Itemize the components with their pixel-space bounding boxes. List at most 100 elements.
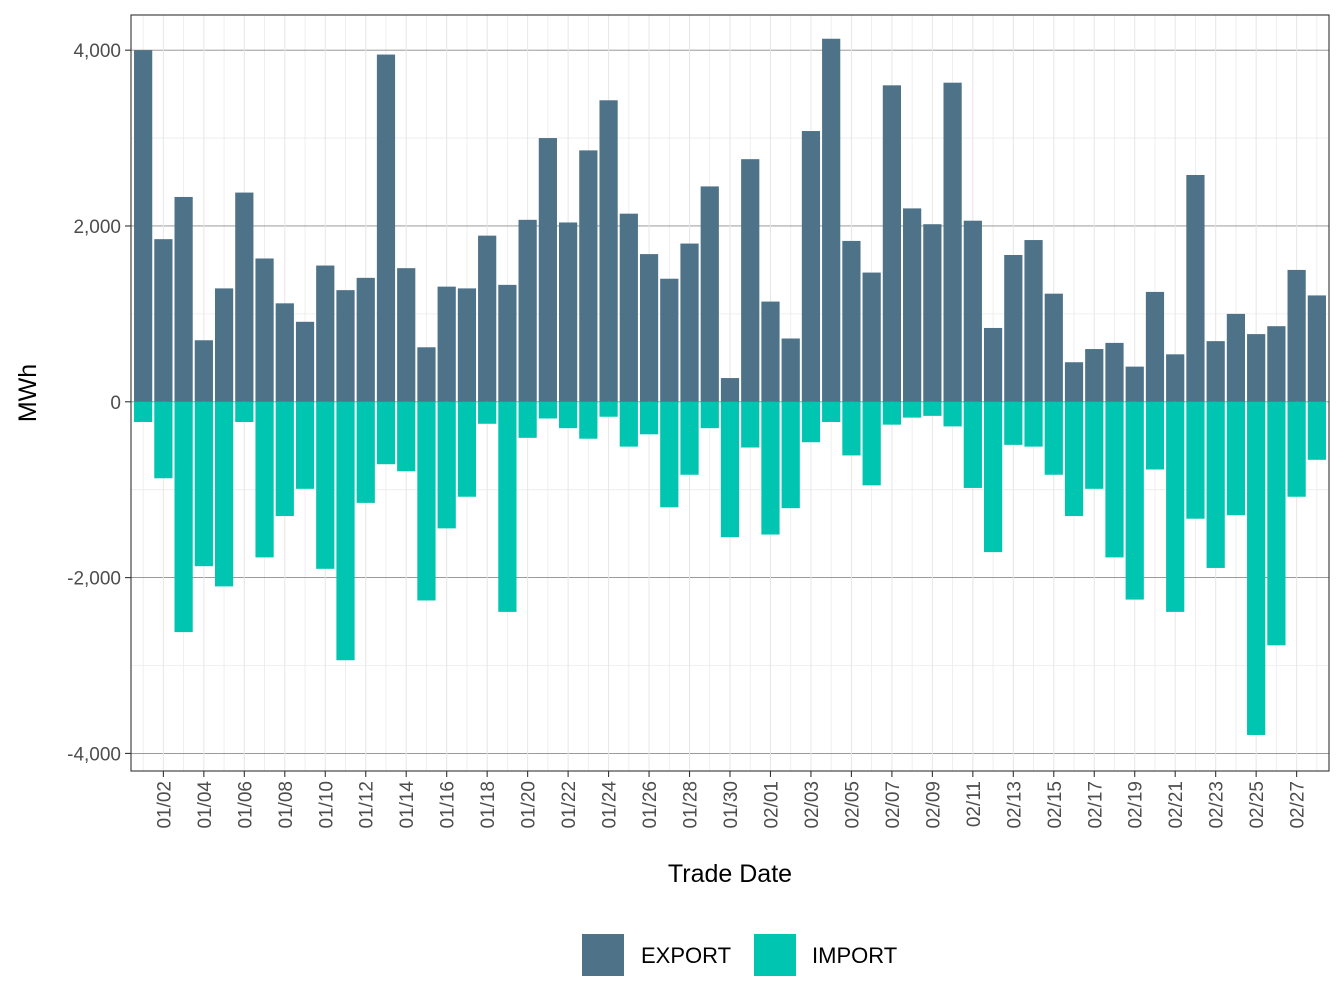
bar-import bbox=[1064, 401, 1084, 517]
bars bbox=[134, 38, 1326, 735]
bar-import bbox=[1004, 401, 1023, 445]
bar-import bbox=[214, 401, 234, 587]
bar-export bbox=[376, 54, 396, 402]
bar-import bbox=[1044, 401, 1063, 475]
bar-import bbox=[1105, 401, 1124, 558]
bar-import bbox=[1287, 401, 1306, 497]
bar-export bbox=[842, 240, 861, 402]
x-tick-label: 02/07 bbox=[883, 781, 904, 829]
bar-import bbox=[518, 401, 537, 438]
y-tick-label: 2,000 bbox=[73, 217, 121, 238]
bar-export bbox=[983, 327, 1003, 402]
bar-export bbox=[781, 338, 800, 402]
bar-import bbox=[700, 401, 719, 429]
y-tick-label: -4,000 bbox=[67, 744, 121, 765]
bar-import bbox=[1226, 401, 1246, 516]
x-tick-label: 02/11 bbox=[964, 781, 985, 827]
bar-export bbox=[478, 235, 497, 402]
x-tick-label: 01/16 bbox=[438, 781, 459, 829]
bar-export bbox=[437, 286, 456, 402]
bar-import bbox=[1125, 401, 1144, 600]
bar-export bbox=[174, 196, 193, 402]
bar-export bbox=[1125, 366, 1144, 402]
bar-export bbox=[822, 38, 841, 402]
bar-export bbox=[498, 284, 517, 402]
bar-import bbox=[761, 401, 780, 535]
bar-export bbox=[559, 222, 578, 402]
bar-import bbox=[1307, 401, 1326, 460]
y-tick-label: 4,000 bbox=[73, 41, 121, 62]
bar-import bbox=[498, 401, 517, 612]
x-tick-label: 02/17 bbox=[1085, 781, 1106, 829]
bar-export bbox=[862, 272, 881, 402]
bar-export bbox=[295, 321, 315, 402]
bar-import bbox=[599, 401, 618, 417]
bar-export bbox=[1226, 313, 1246, 402]
bar-export bbox=[1267, 326, 1286, 402]
x-tick-label: 01/18 bbox=[478, 781, 499, 829]
x-tick-label: 02/21 bbox=[1166, 781, 1187, 829]
bar-export bbox=[316, 265, 335, 402]
x-tick-label: 02/03 bbox=[802, 781, 823, 829]
bar-import bbox=[275, 401, 294, 517]
bar-export bbox=[720, 378, 740, 402]
legend-swatch-import bbox=[754, 934, 796, 976]
bar-import bbox=[154, 401, 173, 479]
bar-export bbox=[923, 224, 942, 402]
x-tick-label: 01/12 bbox=[357, 781, 378, 829]
x-axis-title: Trade Date bbox=[668, 860, 792, 888]
bar-export bbox=[255, 258, 274, 402]
bar-export bbox=[599, 100, 618, 402]
legend-label-export: EXPORT bbox=[641, 943, 731, 968]
x-tick-label: 01/02 bbox=[154, 781, 175, 829]
bar-import bbox=[417, 401, 436, 601]
bar-export bbox=[1085, 349, 1104, 402]
bar-export bbox=[154, 239, 173, 402]
bar-import bbox=[741, 401, 760, 448]
bar-import bbox=[1166, 401, 1185, 612]
bar-export bbox=[1145, 291, 1165, 402]
bar-import bbox=[903, 401, 922, 418]
bar-export bbox=[1166, 354, 1185, 402]
x-tick-label: 01/20 bbox=[519, 781, 540, 829]
bar-import bbox=[660, 401, 679, 508]
bar-import bbox=[457, 401, 477, 497]
bar-import bbox=[639, 401, 659, 435]
bar-import bbox=[316, 401, 335, 569]
bar-export bbox=[680, 243, 699, 402]
bar-export bbox=[1105, 342, 1124, 402]
bar-export bbox=[1287, 269, 1306, 402]
bar-export bbox=[194, 340, 213, 402]
bar-import bbox=[943, 401, 962, 427]
bar-import bbox=[882, 401, 901, 425]
bar-import bbox=[1247, 401, 1266, 735]
bar-export bbox=[457, 288, 477, 402]
bar-export bbox=[700, 186, 719, 402]
y-tick-label: 0 bbox=[110, 393, 121, 414]
x-tick-label: 02/27 bbox=[1288, 781, 1309, 829]
bar-import bbox=[1186, 401, 1205, 519]
bar-export bbox=[741, 159, 760, 402]
bar-export bbox=[275, 303, 294, 402]
bar-import bbox=[478, 401, 497, 424]
bar-import bbox=[376, 401, 396, 465]
x-tick-label: 01/28 bbox=[681, 781, 702, 829]
bar-import bbox=[720, 401, 740, 538]
bar-import bbox=[680, 401, 699, 475]
x-axis: 01/02 01/04 01/06 01/08 01/10 01/12 01/14 01/16… bbox=[154, 771, 1309, 829]
bar-import bbox=[437, 401, 456, 529]
x-tick-label: 01/14 bbox=[397, 781, 418, 829]
y-tick-label: -2,000 bbox=[67, 569, 121, 590]
bar-import bbox=[619, 401, 638, 447]
x-tick-label: 01/26 bbox=[640, 781, 661, 829]
bar-export bbox=[417, 347, 436, 402]
bar-export bbox=[761, 301, 780, 402]
bar-export bbox=[214, 288, 234, 402]
x-tick-label: 02/25 bbox=[1247, 781, 1268, 829]
bar-import bbox=[559, 401, 578, 429]
bar-import bbox=[134, 401, 153, 423]
bar-export bbox=[882, 85, 901, 402]
bar-import bbox=[923, 401, 942, 416]
x-tick-label: 02/01 bbox=[761, 781, 782, 829]
